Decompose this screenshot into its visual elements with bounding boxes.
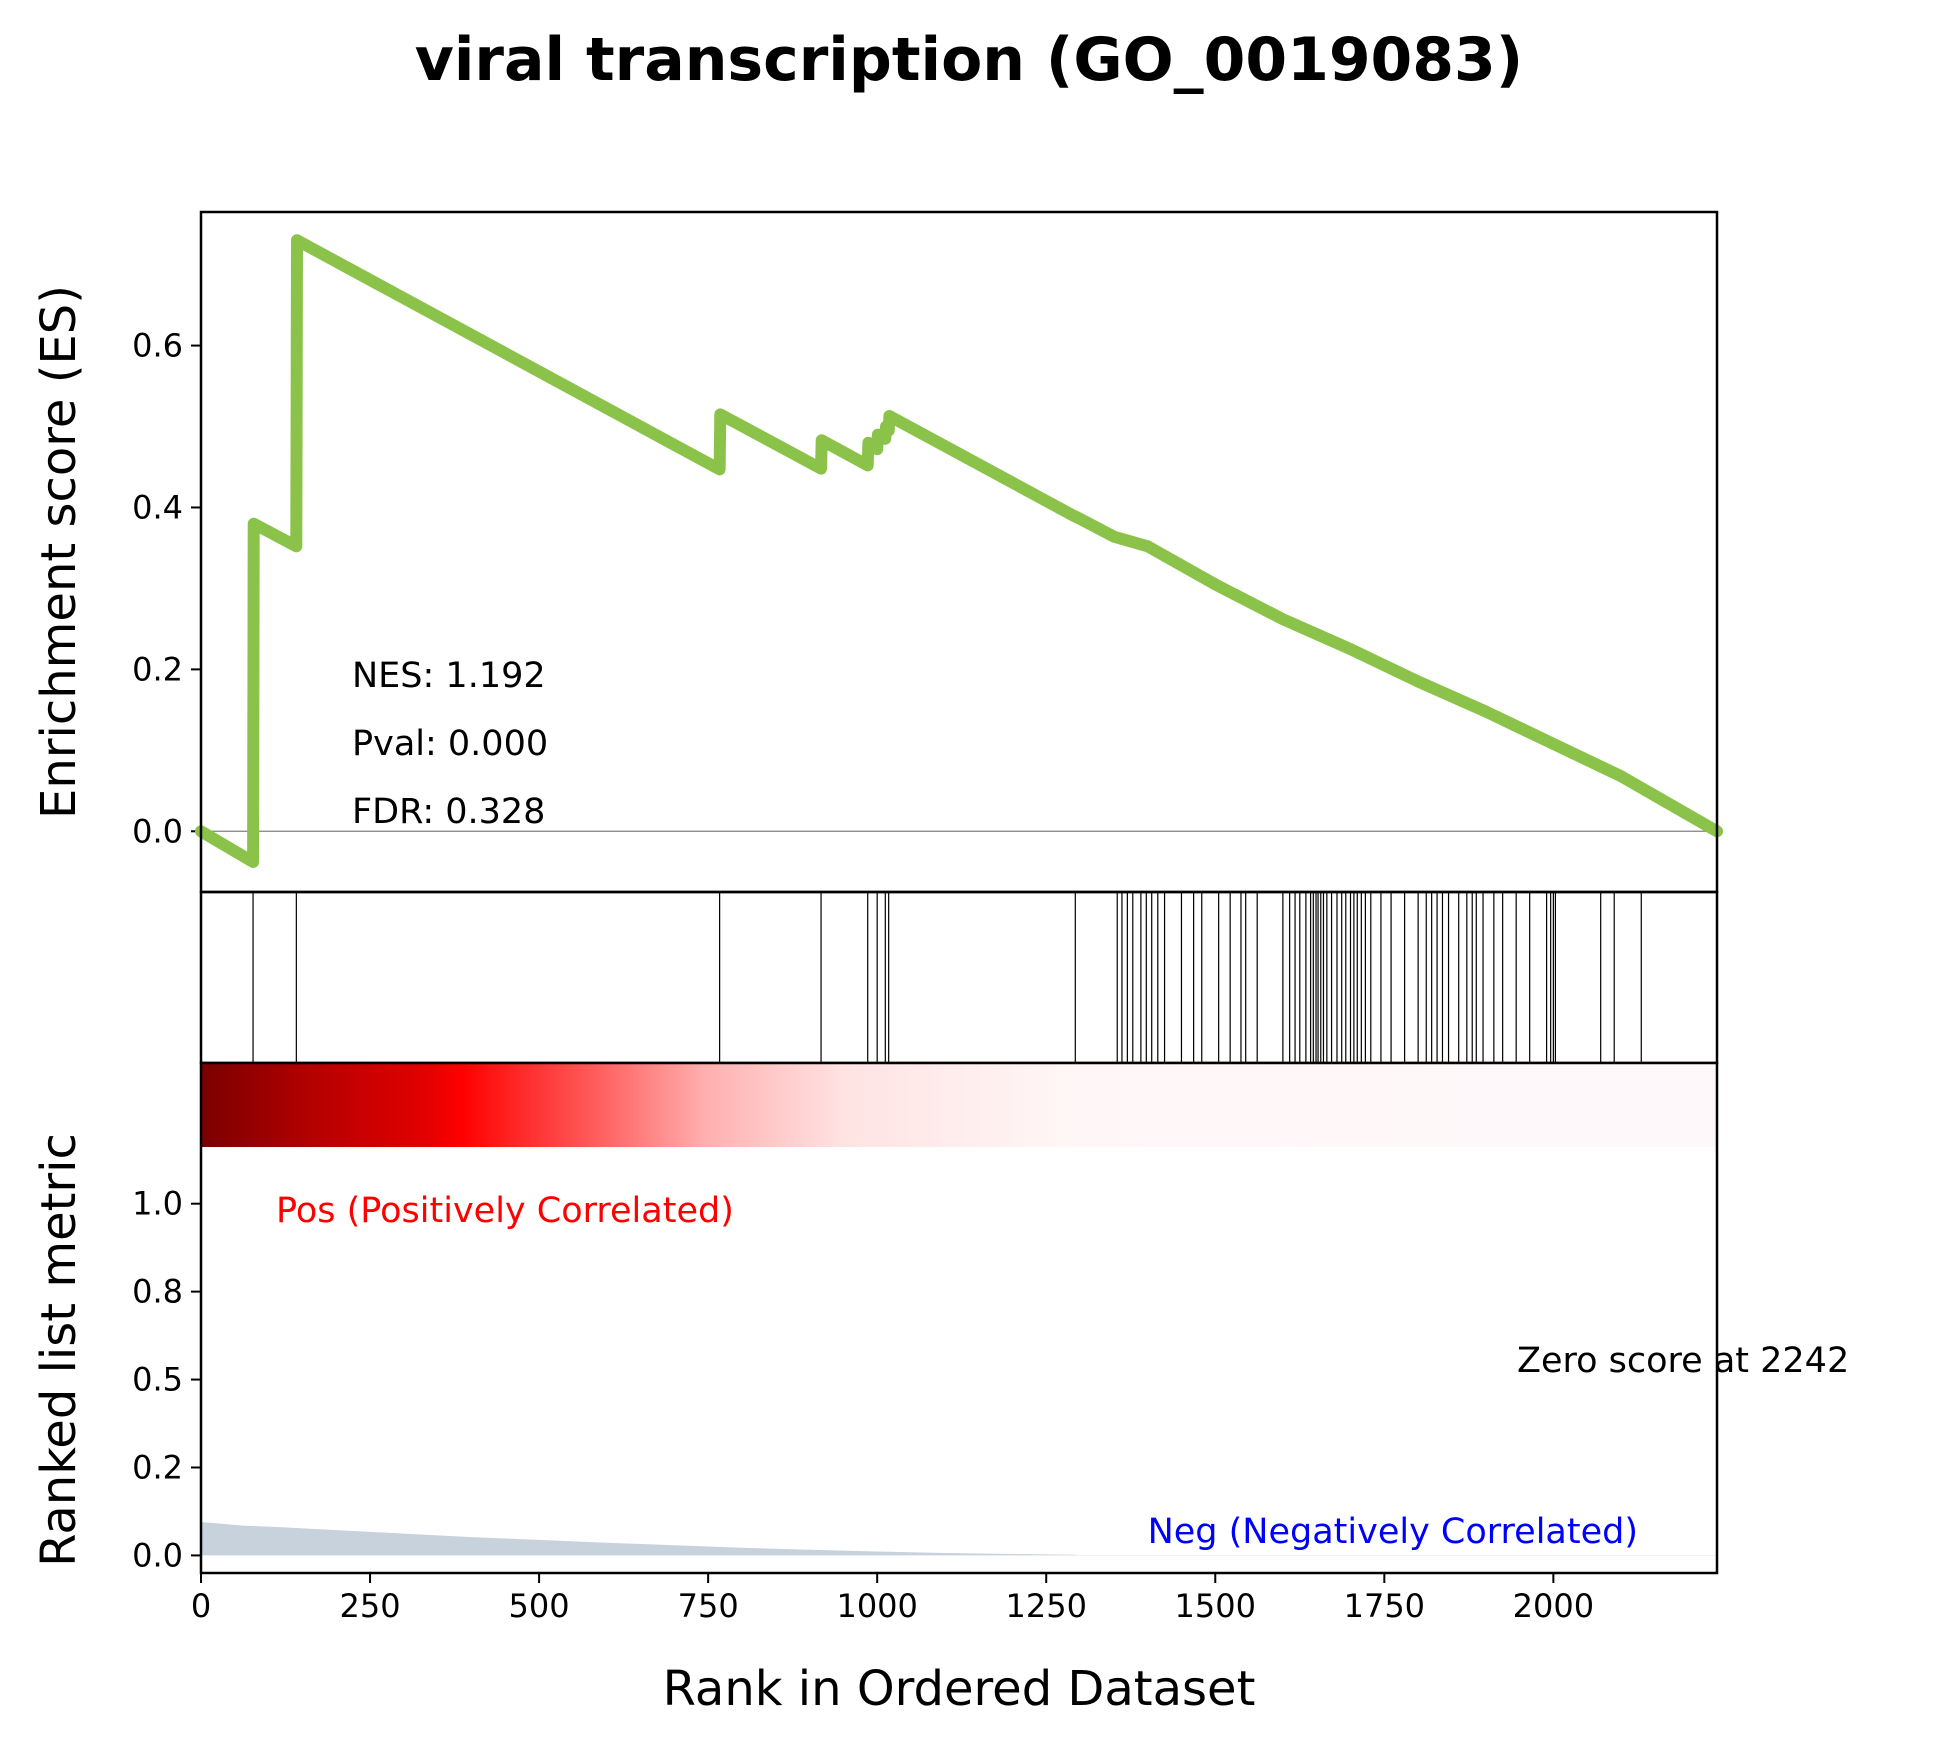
hit-lines (252, 892, 1642, 1063)
x-tick-label: 1500 (1175, 1587, 1256, 1625)
hits-panel-frame (199, 890, 1719, 1065)
es-y-tick-label: 0.4 (132, 488, 183, 526)
x-tick-label: 1250 (1006, 1587, 1087, 1625)
ranked-y-ticks: 0.0 0.2 0.5 0.8 1.0 (132, 1185, 201, 1574)
pos-label: Pos (Positively Correlated) (276, 1191, 734, 1231)
heat-bar (201, 1063, 1717, 1147)
x-axis-ticks: 0 250 500 750 1000 1250 1500 1750 2000 (191, 1573, 1594, 1625)
x-tick-label: 500 (509, 1587, 570, 1625)
es-y-tick-label: 0.0 (132, 812, 183, 850)
es-panel: 0.0 0.2 0.4 0.6 NES: 1.192 Pval: 0.000 FDR:… (132, 210, 1723, 894)
x-tick-label: 0 (191, 1587, 211, 1625)
es-ylabel: Enrichment score (ES) (31, 285, 87, 819)
neg-label: Neg (Negatively Correlated) (1148, 1512, 1638, 1552)
ranked-y-tick-label: 0.5 (132, 1361, 183, 1399)
es-y-tick-label: 0.6 (132, 327, 183, 365)
x-tick-label: 750 (678, 1587, 739, 1625)
ranked-y-tick-label: 1.0 (132, 1185, 183, 1223)
es-y-tick-label: 0.2 (132, 650, 183, 688)
fdr-annotation: FDR: 0.328 (352, 792, 545, 832)
ranked-metric-area (201, 1522, 1717, 1556)
x-axis-label: Rank in Ordered Dataset (663, 1661, 1256, 1717)
ranked-ylabel: Ranked list metric (31, 1133, 87, 1567)
hits-panel (199, 890, 1719, 1065)
x-tick-label: 250 (340, 1587, 401, 1625)
ranked-panel: 0.0 0.2 0.5 0.8 1.0 Pos (Positively Correlat… (132, 1061, 1849, 1575)
x-tick-label: 2000 (1513, 1587, 1594, 1625)
ranked-panel-frame (199, 1061, 1719, 1575)
es-series-line (195, 234, 1723, 868)
es-y-ticks: 0.0 0.2 0.4 0.6 (132, 327, 201, 850)
ranked-y-tick-label: 0.2 (132, 1448, 183, 1486)
ranked-y-tick-label: 0.8 (132, 1273, 183, 1311)
zero-score-label: Zero score at 2242 (1517, 1341, 1849, 1381)
pval-annotation: Pval: 0.000 (352, 724, 548, 764)
ranked-y-tick-label: 0.0 (132, 1536, 183, 1574)
nes-annotation: NES: 1.192 (352, 656, 546, 696)
x-tick-label: 1000 (836, 1587, 917, 1625)
x-tick-label: 1750 (1344, 1587, 1425, 1625)
chart-title: viral transcription (GO_0019083) (415, 25, 1523, 95)
